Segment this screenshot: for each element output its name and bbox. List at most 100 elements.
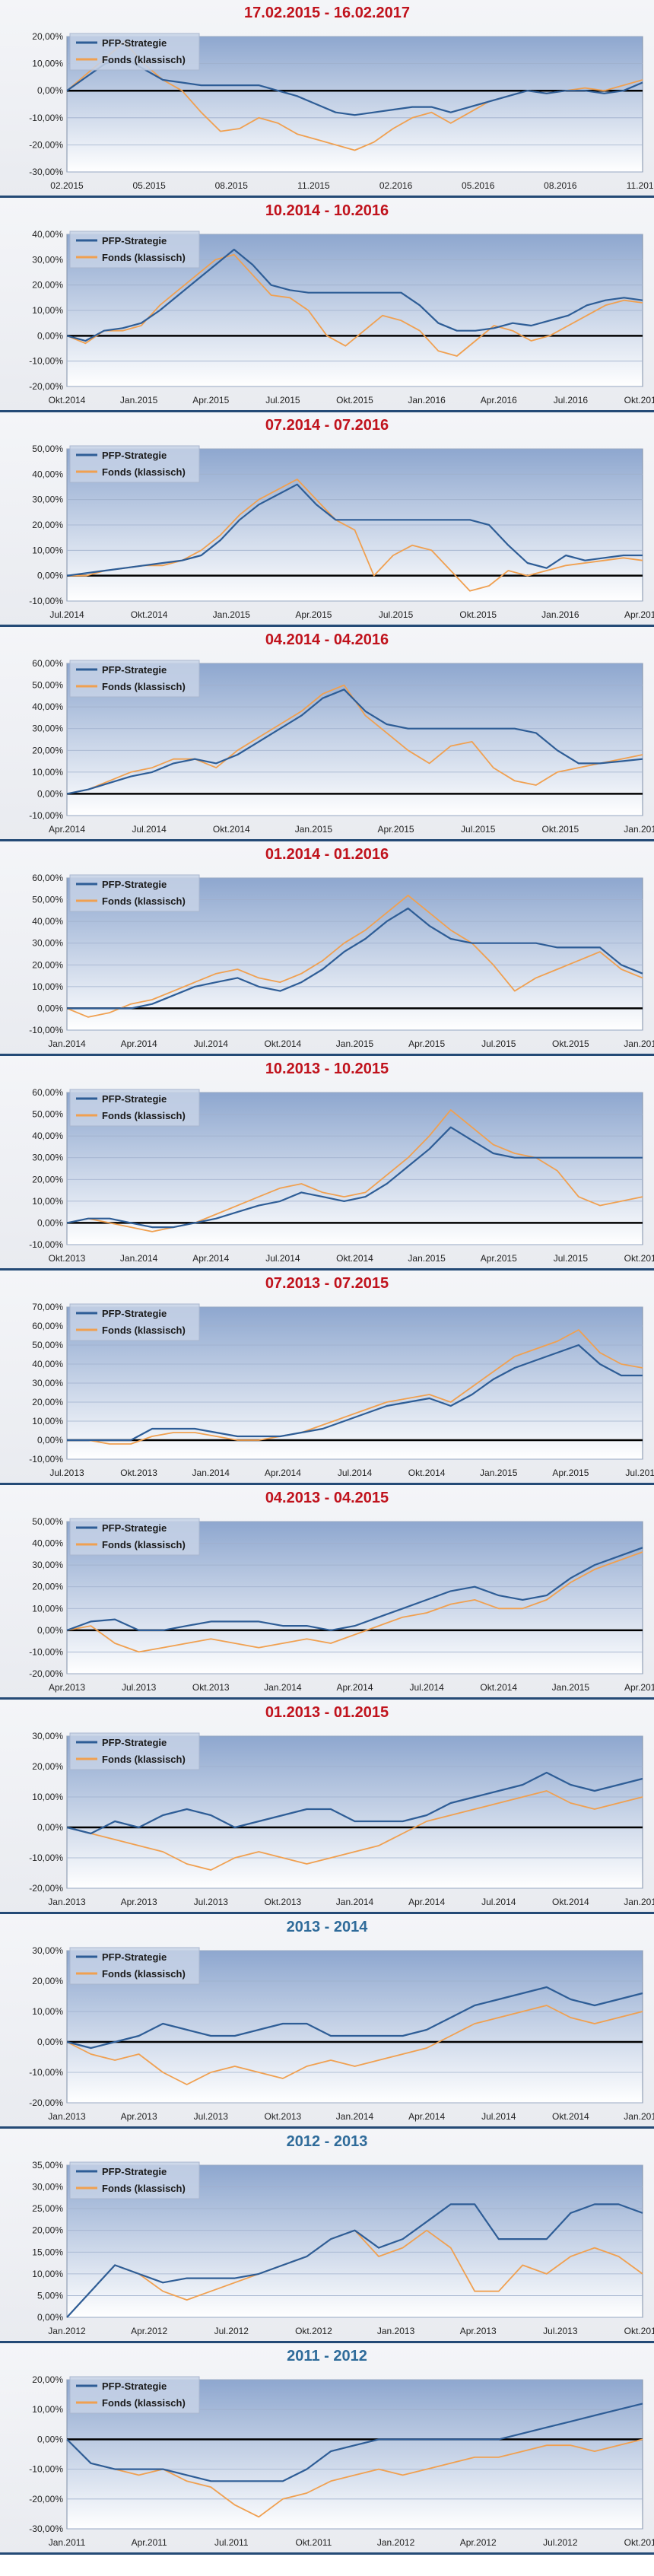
legend: PFP-Strategie Fonds (klassisch): [69, 1947, 200, 1985]
x-tick-label: Okt.2013: [624, 2326, 654, 2336]
y-tick-label: 30,00%: [32, 724, 63, 734]
y-tick-label: 60,00%: [32, 873, 63, 883]
legend: PFP-Strategie Fonds (klassisch): [69, 33, 200, 71]
x-tick-label: Jul.2013: [122, 1682, 157, 1693]
series-line-fonds-klassisch: [66, 1551, 643, 1653]
series-line-pfp-strategie: [66, 483, 643, 577]
x-tick-label: Jul.2014: [338, 1468, 373, 1478]
x-tick-label: Apr.2013: [49, 1682, 85, 1693]
x-tick-label: Apr.2015: [295, 609, 332, 620]
legend: PFP-Strategie Fonds (klassisch): [69, 231, 200, 269]
y-tick-label: 40,00%: [32, 469, 63, 479]
legend-label: Fonds (klassisch): [102, 1754, 186, 1765]
y-tick-label: 10,00%: [32, 981, 63, 992]
x-tick-label: Okt.2013: [192, 1682, 230, 1693]
x-tick-label: Okt.2015: [624, 1253, 654, 1264]
series-line-pfp-strategie: [66, 248, 643, 342]
x-tick-label: 08.2016: [544, 180, 577, 191]
chart-title: 2011 - 2012: [287, 2348, 367, 2365]
x-tick-label: Okt.2014: [552, 1897, 589, 1907]
chart-panel: 04.2013 - 04.2015 50,00% 40,00% 30,00% 20,00…: [0, 1485, 654, 1700]
x-tick-label: Apr.2016: [624, 609, 654, 620]
legend-label: PFP-Strategie: [102, 879, 167, 890]
x-tick-label: Jul.2013: [194, 1897, 229, 1907]
legend-label: PFP-Strategie: [102, 2380, 167, 2392]
y-tick-label: 30,00%: [32, 938, 63, 949]
x-tick-label: Jan.2014: [192, 1468, 230, 1478]
x-tick-label: Apr.2011: [132, 2537, 167, 2548]
x-tick-label: 11.2015: [297, 180, 330, 191]
legend-label: Fonds (klassisch): [102, 1110, 186, 1121]
x-tick-label: Jul.2014: [481, 1897, 516, 1907]
legend-label: Fonds (klassisch): [102, 2183, 186, 2194]
legend-label: Fonds (klassisch): [102, 252, 186, 263]
series-line-fonds-klassisch: [67, 479, 643, 592]
x-tick-label: Apr.2014: [49, 824, 85, 835]
line-chart: 20,00% 10,00% 0,00% -10,00% -20,00% -30,00% Ja…: [29, 2374, 654, 2548]
legend-label: PFP-Strategie: [102, 37, 167, 49]
y-tick-label: 40,00%: [32, 1359, 63, 1369]
y-tick-label: 20,00%: [32, 1976, 63, 1986]
chart-title: 2012 - 2013: [286, 2133, 368, 2150]
x-tick-label: Apr.2013: [121, 1897, 157, 1907]
x-tick-label: Jan.2015: [120, 395, 158, 405]
series-line-pfp-strategie: [66, 1986, 643, 2050]
y-tick-label: 20,00%: [32, 745, 63, 755]
x-tick-label: Jan.2014: [336, 1897, 374, 1907]
y-tick-label: -10,00%: [29, 1646, 63, 1657]
x-tick-label: Jan.2013: [48, 1897, 86, 1907]
chart-panel: 2013 - 2014 30,00% 20,00% 10,00% 0,00% -10,00…: [0, 1914, 654, 2129]
legend-label: PFP-Strategie: [102, 1522, 167, 1534]
x-tick-label: Okt.2014: [336, 1253, 373, 1264]
x-tick-label: Jan.2014: [264, 1682, 302, 1693]
series-line-pfp-strategie: [67, 907, 643, 1010]
x-tick-label: Jan.2013: [48, 2111, 86, 2122]
series-line-pfp-strategie: [66, 1771, 643, 1835]
x-tick-label: Apr.2014: [265, 1468, 301, 1478]
y-tick-label: 0,00%: [37, 1003, 63, 1013]
x-tick-label: Okt.2015: [552, 1038, 589, 1049]
chart-title: 10.2014 - 10.2016: [265, 202, 389, 219]
x-tick-label: Apr.2013: [121, 2111, 157, 2122]
y-tick-label: 0,00%: [37, 2312, 63, 2323]
x-tick-label: Okt.2016: [624, 395, 654, 405]
series-line-fonds-klassisch: [67, 1329, 643, 1445]
y-tick-label: -30,00%: [29, 2524, 63, 2534]
x-tick-label: Okt.2013: [49, 1253, 86, 1264]
y-tick-label: -10,00%: [29, 1025, 63, 1035]
x-tick-label: Jan.2015: [295, 824, 333, 835]
x-tick-label: Jan.2011: [49, 2537, 86, 2548]
y-tick-label: 0,00%: [37, 2434, 63, 2444]
x-tick-label: Jul.2014: [194, 1038, 229, 1049]
chart-title: 07.2014 - 07.2016: [265, 417, 389, 434]
chart-panel: 04.2014 - 04.2016 60,00% 50,00% 40,00% 30,00…: [0, 627, 654, 841]
y-tick-label: 20,00%: [32, 31, 63, 42]
x-tick-label: Okt.2015: [336, 395, 373, 405]
y-tick-label: 50,00%: [32, 895, 63, 905]
y-tick-label: 10,00%: [32, 1603, 63, 1614]
y-tick-label: 20,00%: [32, 1397, 63, 1407]
legend-label: PFP-Strategie: [102, 1308, 167, 1319]
chart-title: 01.2013 - 01.2015: [265, 1704, 389, 1721]
y-tick-label: 50,00%: [32, 1340, 63, 1350]
chart-title: 10.2013 - 10.2015: [265, 1061, 389, 1077]
x-tick-label: Okt.2012: [295, 2326, 332, 2336]
y-tick-label: 10,00%: [32, 2006, 63, 2017]
x-tick-label: Jan.2015: [336, 1038, 374, 1049]
y-tick-label: 30,00%: [32, 254, 63, 265]
x-tick-label: Apr.2014: [408, 1897, 445, 1907]
line-chart: 40,00% 30,00% 20,00% 10,00% 0,00% -10,00% -20,…: [29, 229, 654, 405]
x-tick-label: Jul.2015: [265, 395, 300, 405]
y-tick-label: 30,00%: [32, 2182, 63, 2193]
x-tick-label: Jul.2014: [481, 2111, 516, 2122]
y-tick-label: 20,00%: [32, 1174, 63, 1185]
y-tick-label: 10,00%: [32, 1416, 63, 1426]
y-tick-label: 50,00%: [32, 1516, 63, 1527]
legend: PFP-Strategie Fonds (klassisch): [69, 874, 200, 912]
series-line-pfp-strategie: [67, 1344, 643, 1442]
y-tick-label: 10,00%: [32, 1196, 63, 1207]
x-tick-label: Apr.2015: [552, 1468, 589, 1478]
x-tick-label: Okt.2013: [265, 1897, 302, 1907]
legend: PFP-Strategie Fonds (klassisch): [69, 1732, 200, 1770]
line-chart: 50,00% 40,00% 30,00% 20,00% 10,00% 0,00% -10,0…: [29, 1516, 654, 1693]
